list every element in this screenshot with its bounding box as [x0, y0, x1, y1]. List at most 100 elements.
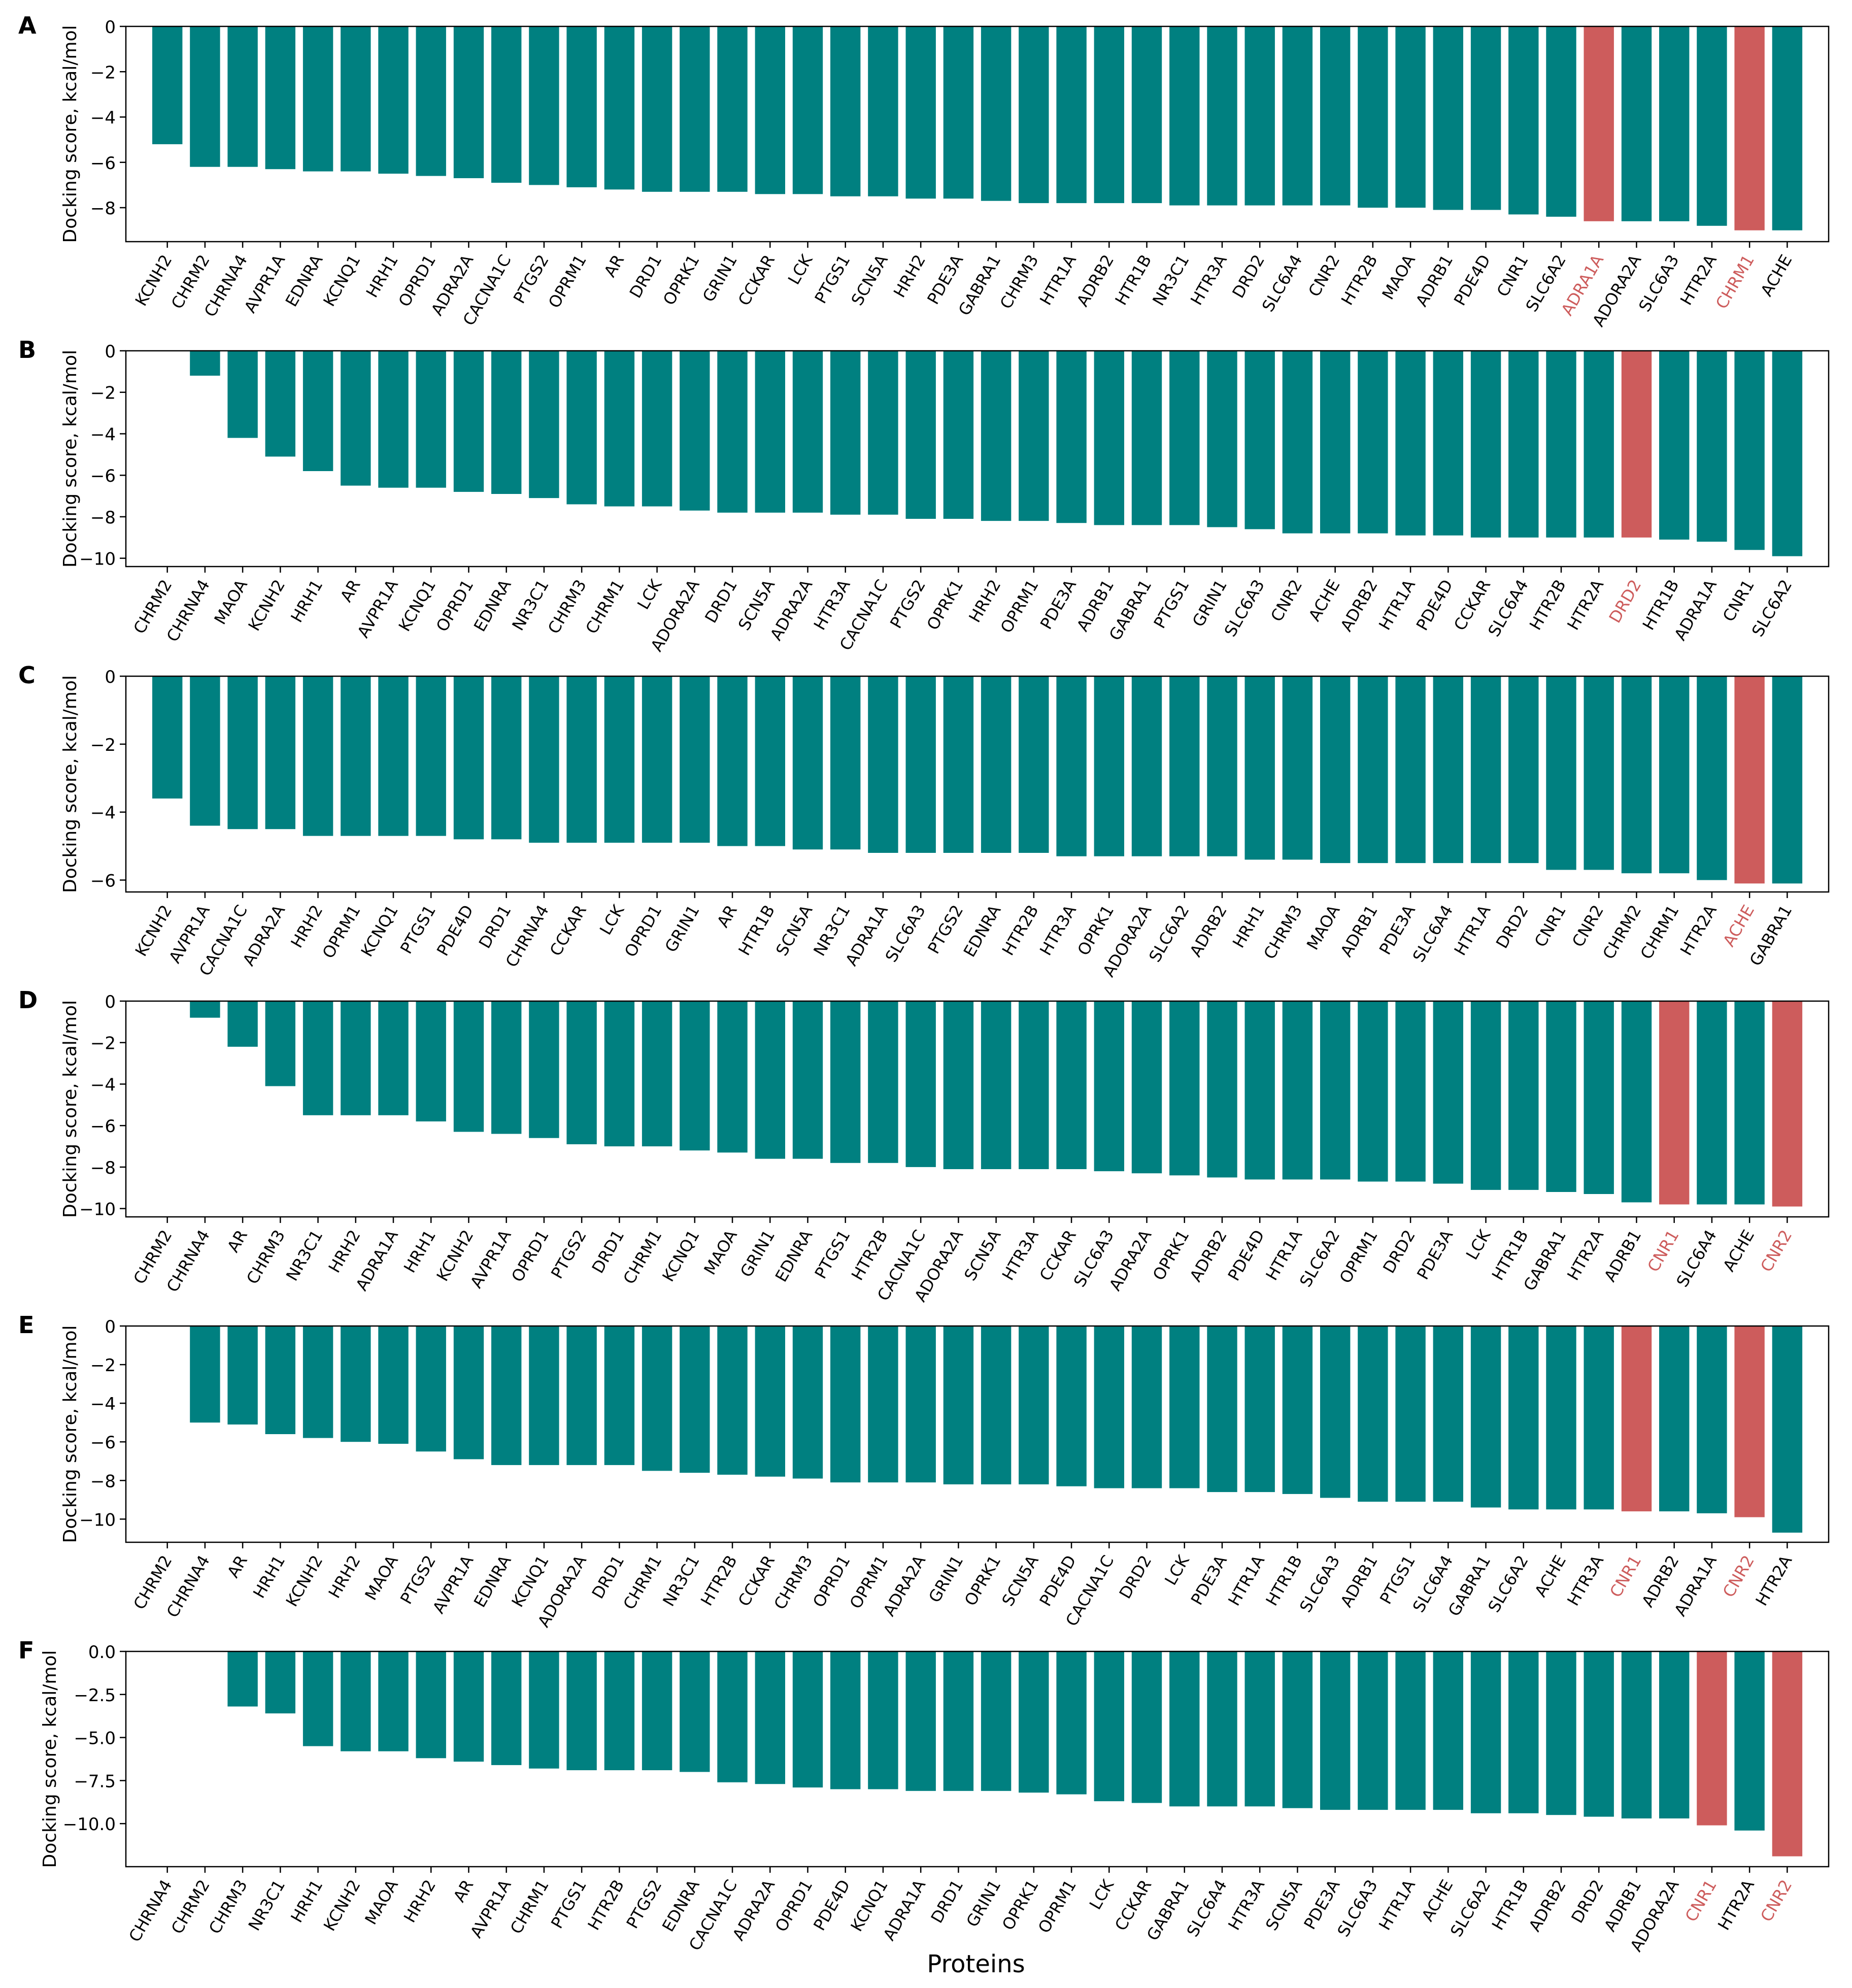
bar-d-chrna4	[190, 1001, 220, 1018]
y-tick-label-f: −10.0	[63, 1814, 116, 1835]
y-tick-label-b: −2	[90, 383, 116, 404]
bar-f-htr3a	[1244, 1651, 1275, 1807]
x-tick-label-d: EDNRA	[771, 1227, 817, 1285]
bar-a-adra1a	[1584, 26, 1614, 221]
x-tick-label-d: PDE4D	[1224, 1227, 1268, 1284]
x-tick-label-a: MAOA	[1378, 251, 1419, 303]
y-axis-label-a: Docking score, kcal/mol	[60, 25, 81, 243]
bar-d-grin1	[755, 1001, 785, 1159]
y-tick-label-a: 0	[105, 17, 116, 38]
bar-a-cckar	[755, 26, 785, 194]
bar-b-adra2a	[792, 351, 823, 513]
bar-a-htr3a	[1207, 26, 1237, 206]
bar-e-chrm3	[792, 1326, 823, 1479]
x-tick-label-c: EDNRA	[960, 902, 1005, 960]
bar-a-pde3a	[943, 26, 974, 199]
x-tick-label-a: LCK	[784, 251, 817, 288]
x-tick-label-b: HRH1	[287, 576, 326, 626]
bar-a-oprd1	[416, 26, 446, 176]
bar-c-ache	[1734, 676, 1765, 884]
x-tick-label-c: SCN5A	[772, 902, 816, 959]
bar-b-ache	[1320, 351, 1351, 534]
x-tick-label-d: DRD1	[588, 1227, 628, 1277]
bar-a-lck	[792, 26, 823, 194]
bar-d-oprd1	[529, 1001, 559, 1138]
bar-c-adrb1	[1358, 676, 1388, 864]
y-axis-label-c: Docking score, kcal/mol	[60, 675, 81, 893]
bar-f-ptgs1	[566, 1651, 597, 1770]
bar-b-slc6a4	[1508, 351, 1539, 538]
x-tick-label-c: HTR3A	[1036, 902, 1080, 959]
x-tick-label-a: DRD1	[626, 251, 666, 302]
bar-d-cckar	[1056, 1001, 1087, 1169]
x-tick-label-a: HRH1	[362, 251, 402, 301]
bar-c-ar	[717, 676, 748, 846]
bar-a-slc6a2	[1546, 26, 1576, 217]
bar-e-cnr2	[1734, 1326, 1765, 1517]
x-tick-label-c: HRH2	[287, 902, 326, 951]
bar-f-cnr1	[1697, 1651, 1727, 1826]
bar-a-cacna1c	[491, 26, 522, 183]
x-tick-label-e: HTR3A	[1563, 1552, 1607, 1609]
bar-d-nr3c1	[302, 1001, 333, 1115]
y-tick-label-b: −8	[90, 508, 116, 528]
x-tick-label-a: EDNRA	[282, 251, 327, 310]
bar-a-chrna4	[227, 26, 258, 167]
x-tick-label-e: ACHE	[1531, 1552, 1570, 1600]
bar-f-drd2	[1584, 1651, 1614, 1817]
bar-b-adrb2	[1358, 351, 1388, 534]
bar-a-chrm1	[1734, 26, 1765, 230]
x-tick-label-a: AR	[600, 251, 628, 280]
bar-d-adra2a	[1131, 1001, 1162, 1174]
x-tick-label-f: ADRB2	[1525, 1876, 1569, 1935]
bar-f-cnr2	[1772, 1651, 1803, 1857]
bar-c-htr2b	[1019, 676, 1049, 853]
bar-e-ptgs1	[1395, 1326, 1426, 1502]
bar-e-oprd1	[830, 1326, 861, 1483]
bar-f-kcnq1	[868, 1651, 898, 1790]
bar-c-htr3a	[1056, 676, 1087, 856]
x-tick-label-e: SCN5A	[998, 1552, 1042, 1609]
x-tick-label-e: ADRB1	[1336, 1552, 1381, 1610]
y-tick-label-d: −2	[90, 1034, 116, 1054]
x-tick-label-d: AR	[223, 1227, 251, 1255]
bar-c-slc6a4	[1433, 676, 1463, 864]
x-tick-label-f: MAOA	[361, 1876, 402, 1928]
bar-a-cnr1	[1508, 26, 1539, 215]
bar-d-adrb2	[1207, 1001, 1237, 1178]
x-tick-label-e: NR3C1	[659, 1552, 703, 1610]
bar-c-maoa	[1320, 676, 1351, 864]
y-axis-label-e: Docking score, kcal/mol	[60, 1325, 81, 1543]
bar-c-cnr2	[1584, 676, 1614, 870]
y-axis-label-d: Docking score, kcal/mol	[60, 1000, 81, 1218]
bar-d-htr2b	[868, 1001, 898, 1163]
x-tick-label-e: GRIN1	[925, 1552, 967, 1606]
x-tick-label-e: AR	[223, 1552, 251, 1581]
bar-c-lck	[604, 676, 635, 843]
x-tick-label-e: DRD1	[588, 1552, 628, 1602]
x-tick-label-b: HRH2	[965, 576, 1004, 626]
bar-b-kcnh2	[265, 351, 295, 457]
bar-f-ptgs2	[642, 1651, 672, 1770]
y-tick-label-b: −6	[90, 466, 116, 486]
x-tick-label-d: PTGS2	[547, 1227, 590, 1282]
bar-e-htr1b	[1282, 1326, 1313, 1494]
bar-f-adra2a	[755, 1651, 785, 1784]
bar-a-ednra	[302, 26, 333, 172]
bar-a-adora2a	[1621, 26, 1652, 221]
x-tick-label-a: OPRK1	[659, 251, 703, 309]
bar-c-cnr1	[1546, 676, 1576, 870]
x-tick-label-a: HTR2B	[1337, 251, 1382, 309]
x-tick-label-a: ACHE	[1757, 251, 1796, 300]
bar-d-ptgs2	[566, 1001, 597, 1144]
bar-d-cnr1	[1659, 1001, 1690, 1205]
panel-letter-a: A	[18, 12, 37, 39]
bar-e-adora2a	[566, 1326, 597, 1465]
x-tick-label-c: DRD2	[1492, 902, 1532, 952]
x-tick-label-b: GRIN1	[1189, 576, 1231, 630]
plot-frame-b	[125, 350, 1830, 568]
x-tick-label-b: OPRK1	[923, 576, 967, 634]
x-tick-label-c: HTR1A	[1450, 902, 1494, 959]
bar-f-cacna1c	[717, 1651, 748, 1782]
x-tick-label-b: AR	[336, 576, 364, 605]
